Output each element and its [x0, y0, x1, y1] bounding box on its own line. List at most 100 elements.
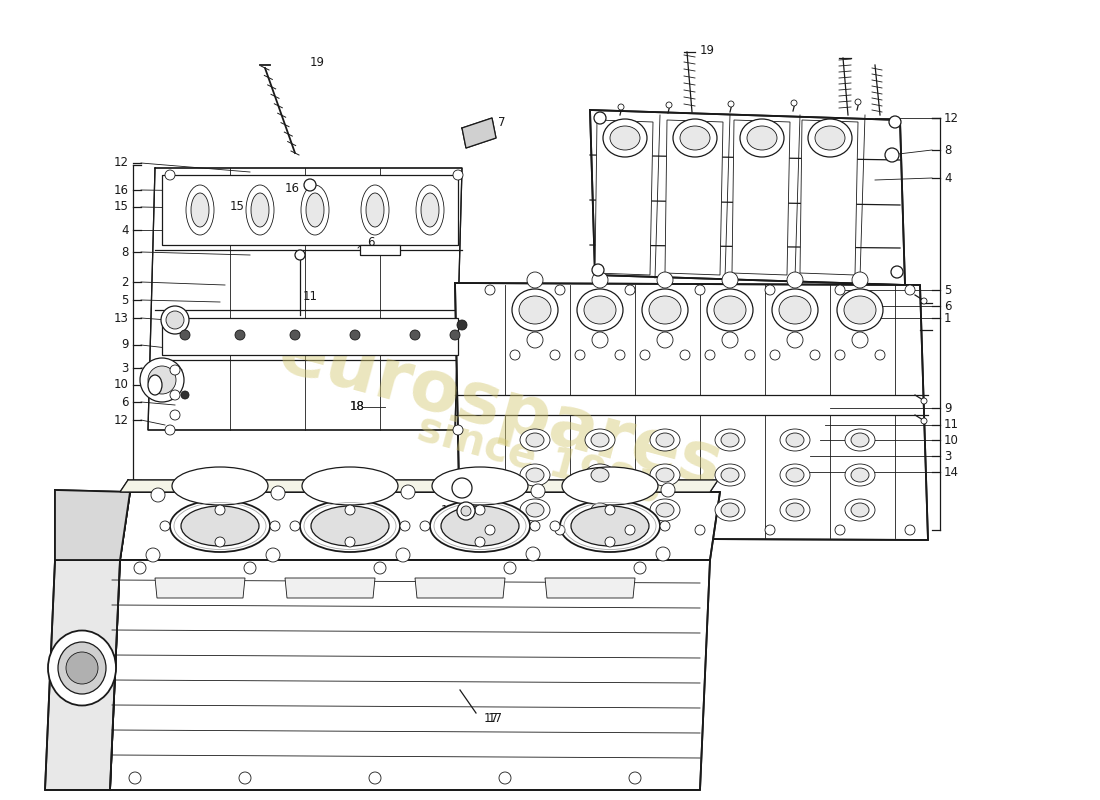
Circle shape	[304, 179, 316, 191]
Ellipse shape	[300, 500, 400, 552]
Circle shape	[499, 772, 512, 784]
Circle shape	[170, 410, 180, 420]
Polygon shape	[120, 492, 720, 560]
Ellipse shape	[585, 429, 615, 451]
Ellipse shape	[251, 193, 270, 227]
Circle shape	[485, 525, 495, 535]
Circle shape	[420, 521, 430, 531]
Ellipse shape	[520, 429, 550, 451]
Ellipse shape	[642, 289, 688, 331]
Text: 14: 14	[944, 466, 959, 478]
Circle shape	[214, 505, 225, 515]
Ellipse shape	[673, 119, 717, 157]
Ellipse shape	[650, 499, 680, 521]
Ellipse shape	[416, 185, 444, 235]
Circle shape	[905, 525, 915, 535]
Circle shape	[810, 350, 820, 360]
Circle shape	[605, 537, 615, 547]
Polygon shape	[415, 578, 505, 598]
Ellipse shape	[656, 468, 674, 482]
Circle shape	[705, 350, 715, 360]
Circle shape	[214, 537, 225, 547]
Ellipse shape	[720, 433, 739, 447]
Text: 6: 6	[944, 299, 952, 313]
Text: 4: 4	[121, 223, 129, 237]
Circle shape	[615, 350, 625, 360]
Ellipse shape	[520, 464, 550, 486]
Text: 12: 12	[114, 414, 129, 426]
Circle shape	[657, 272, 673, 288]
Text: 10: 10	[944, 434, 959, 446]
Ellipse shape	[851, 468, 869, 482]
Polygon shape	[800, 120, 858, 275]
Text: 10: 10	[114, 378, 129, 391]
Ellipse shape	[560, 500, 660, 552]
Text: 6: 6	[367, 235, 374, 249]
Circle shape	[634, 562, 646, 574]
Circle shape	[180, 330, 190, 340]
Ellipse shape	[432, 467, 528, 505]
Ellipse shape	[780, 464, 810, 486]
Circle shape	[182, 391, 189, 399]
Circle shape	[485, 285, 495, 295]
Circle shape	[625, 285, 635, 295]
Ellipse shape	[780, 499, 810, 521]
Circle shape	[456, 320, 468, 330]
Polygon shape	[595, 120, 653, 275]
Text: 18: 18	[350, 401, 365, 414]
Polygon shape	[148, 168, 462, 430]
Circle shape	[656, 547, 670, 561]
Text: 9: 9	[944, 402, 952, 414]
Ellipse shape	[526, 433, 544, 447]
Ellipse shape	[366, 193, 384, 227]
Ellipse shape	[512, 289, 558, 331]
Ellipse shape	[591, 468, 609, 482]
Ellipse shape	[786, 468, 804, 482]
Circle shape	[235, 330, 245, 340]
Text: 8: 8	[122, 246, 129, 258]
Polygon shape	[455, 283, 928, 540]
Ellipse shape	[591, 503, 609, 517]
Ellipse shape	[707, 289, 754, 331]
Text: 13: 13	[114, 311, 129, 325]
Circle shape	[770, 350, 780, 360]
Ellipse shape	[851, 433, 869, 447]
Ellipse shape	[172, 467, 268, 505]
Ellipse shape	[441, 506, 519, 546]
Circle shape	[270, 521, 280, 531]
Circle shape	[556, 525, 565, 535]
Circle shape	[271, 486, 285, 500]
Polygon shape	[285, 578, 375, 598]
Circle shape	[695, 285, 705, 295]
Ellipse shape	[246, 185, 274, 235]
Circle shape	[166, 311, 184, 329]
Ellipse shape	[845, 499, 875, 521]
Circle shape	[239, 772, 251, 784]
Circle shape	[874, 350, 886, 360]
Circle shape	[592, 332, 608, 348]
Ellipse shape	[656, 503, 674, 517]
Text: 14: 14	[456, 503, 471, 517]
Circle shape	[625, 525, 635, 535]
Text: 18: 18	[350, 401, 365, 414]
Ellipse shape	[649, 296, 681, 324]
Text: 3: 3	[944, 450, 952, 462]
Circle shape	[129, 772, 141, 784]
Ellipse shape	[301, 185, 329, 235]
Circle shape	[526, 547, 540, 561]
Ellipse shape	[650, 429, 680, 451]
Text: 4: 4	[944, 171, 952, 185]
Ellipse shape	[182, 506, 258, 546]
Circle shape	[244, 562, 256, 574]
Polygon shape	[666, 120, 723, 275]
Ellipse shape	[680, 126, 710, 150]
Ellipse shape	[720, 468, 739, 482]
Polygon shape	[544, 578, 635, 598]
Polygon shape	[462, 118, 496, 148]
Text: eurospares: eurospares	[271, 318, 729, 502]
Circle shape	[550, 521, 560, 531]
Circle shape	[410, 330, 420, 340]
Circle shape	[290, 330, 300, 340]
Circle shape	[550, 350, 560, 360]
Circle shape	[905, 285, 915, 295]
